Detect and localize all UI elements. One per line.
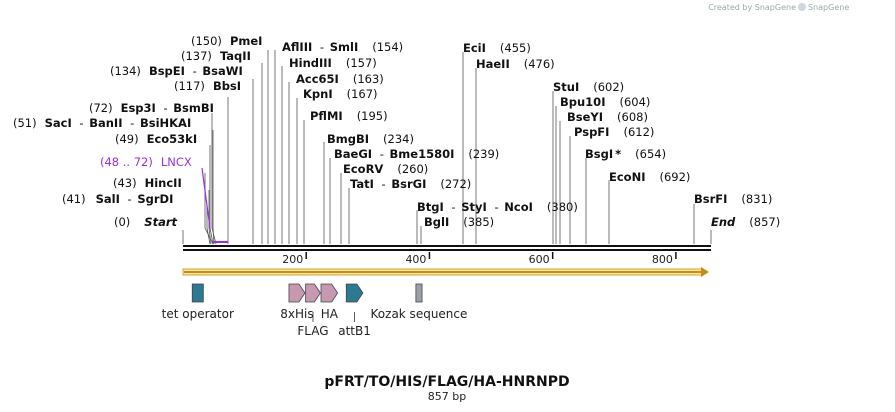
feature-8xhis [288, 283, 306, 303]
site-ecorv: EcoRV (260) [343, 162, 428, 176]
site-haeii: HaeII (476) [476, 57, 555, 71]
site-bseyi: BseYI (608) [567, 110, 648, 124]
site-end: End (857) [711, 215, 780, 229]
feature-label-attb1: attB1 [338, 324, 371, 338]
svg-text:SnapGene: SnapGene [808, 3, 849, 12]
feature-lncx: (48 .. 72) LNCX [100, 155, 192, 169]
snapgene-credit: Created by SnapGene [708, 3, 796, 12]
site-bspei: (134) BspEI - BsaWI [110, 64, 243, 78]
site-baegi: BaeGI - Bme1580I (239) [334, 147, 499, 161]
site-econi: EcoNI (692) [609, 170, 690, 184]
ruler-label-800: 800 [652, 253, 673, 266]
site-labels: (0) Start (41) SalI - SgrDI (43) HincII (48… [13, 34, 780, 229]
feature-kozak-sequence [415, 283, 423, 303]
feature-label-flag: FLAG [297, 324, 328, 338]
ruler-label-600: 600 [529, 253, 550, 266]
site-kpni: KpnI (167) [303, 87, 378, 101]
orf-arrow [182, 267, 709, 277]
feature-label-ha: HA [321, 307, 339, 321]
site-saci: (51) SacI - BanII - BsiHKAI [13, 116, 191, 130]
site-bpu10i: Bpu10I (604) [560, 95, 650, 109]
site-afliii: AflIII - SmlI (154) [282, 40, 403, 54]
ruler-label-400: 400 [405, 253, 426, 266]
sequence-backbone [183, 245, 711, 251]
feature-label-8xhis: 8xHis [280, 307, 313, 321]
feature-attb1 [345, 283, 364, 303]
site-ecii: EciI (455) [463, 41, 531, 55]
feature-flag [305, 283, 321, 303]
snapgene-logo-icon: SnapGene [798, 3, 849, 12]
plasmid-length: 857 bp [428, 390, 466, 403]
site-bmgbi: BmgBI (234) [327, 132, 414, 146]
lncx-marker [201, 167, 228, 243]
site-pmei: (150) PmeI [191, 34, 262, 48]
site-lines [182, 50, 712, 245]
site-sali: (41) SalI - SgrDI [62, 192, 173, 206]
site-eco53ki: (49) Eco53kI [115, 132, 197, 146]
site-esp3i: (72) Esp3I - BsmBI [89, 101, 214, 115]
site-tati: TatI - BsrGI (272) [350, 177, 471, 191]
feature-label-kozak-sequence: Kozak sequence [371, 307, 468, 321]
ruler-label-200: 200 [282, 253, 303, 266]
site-hindiii: HindIII (157) [289, 56, 377, 70]
site-stui: StuI (602) [553, 80, 624, 94]
ruler: 200 400 600 800 [282, 252, 677, 266]
site-bbsi: (117) BbsI [174, 79, 241, 93]
site-bsgi: BsgI * (654) [585, 147, 666, 161]
feature-ha [320, 283, 339, 303]
site-pspfi: PspFI (612) [574, 125, 654, 139]
site-acc65i: Acc65I (163) [296, 72, 384, 86]
feature-label-tet-operator: tet operator [162, 307, 234, 321]
feature-tet-operator [191, 283, 204, 303]
site-taqii: (137) TaqII [181, 49, 251, 63]
plasmid-title: pFRT/TO/HIS/FLAG/HA-HNRNPD [324, 374, 569, 390]
site-bsrfi: BsrFI (831) [694, 192, 772, 206]
site-btgi: BtgI - StyI - NcoI (380) [417, 200, 578, 214]
site-pflmi: PflMI (195) [310, 109, 388, 123]
site-hincii: (43) HincII [113, 176, 182, 190]
site-start: (0) Start [114, 215, 178, 229]
site-bgli: BglI (385) [424, 215, 494, 229]
